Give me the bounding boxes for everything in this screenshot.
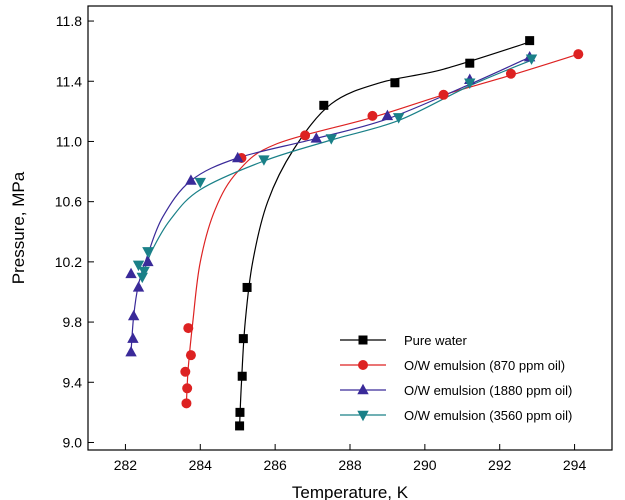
emulsion-1880-point — [232, 151, 244, 163]
legend-label-pure-water: Pure water — [404, 333, 468, 348]
emulsion-870-point — [505, 68, 516, 79]
y-axis-title: Pressure, MPa — [9, 171, 28, 284]
pure-water-point — [237, 371, 247, 381]
legend-label-emulsion-870: O/W emulsion (870 ppm oil) — [404, 358, 565, 373]
emulsion-870-point — [183, 323, 194, 334]
emulsion-1880-point — [185, 174, 197, 185]
emulsion-3560-point — [138, 266, 150, 278]
x-tick-label: 292 — [488, 457, 512, 473]
emulsion-870-point — [438, 89, 449, 100]
emulsion-870-point — [185, 350, 196, 361]
emulsion-3560-point — [258, 155, 270, 166]
pure-water-point — [319, 100, 329, 110]
emulsion-870-point — [180, 366, 191, 377]
y-tick-label: 9.4 — [63, 374, 83, 390]
emulsion-870-point — [300, 130, 311, 141]
emulsion-3560-fit-curve — [141, 59, 532, 278]
emulsion-3560-point — [525, 54, 538, 65]
emulsion-3560-point — [132, 260, 145, 272]
pure-water-point — [242, 282, 252, 292]
pure-water-point — [238, 334, 248, 344]
emulsion-1880-fit-curve — [130, 56, 530, 353]
x-tick-label: 284 — [189, 457, 213, 473]
y-tick-label: 10.6 — [55, 194, 82, 210]
x-tick-label: 290 — [413, 457, 437, 473]
legend-label-emulsion-1880: O/W emulsion (1880 ppm oil) — [404, 383, 572, 398]
pure-water-fit-curve — [239, 41, 530, 426]
emulsion-1880-point — [381, 109, 394, 121]
emulsion-3560-point — [325, 134, 337, 145]
emulsion-3560-point — [464, 78, 476, 89]
legend-label-emulsion-3560: O/W emulsion (3560 ppm oil) — [404, 408, 572, 423]
legend-marker-emulsion-1880 — [357, 383, 369, 395]
emulsion-1880-point — [125, 345, 137, 357]
emulsion-3560-point — [392, 113, 405, 124]
emulsion-870-point — [573, 49, 584, 60]
emulsion-1880-point — [125, 267, 137, 279]
legend-marker-pure-water — [358, 335, 368, 345]
pure-water-point — [235, 421, 245, 431]
y-tick-label: 9.0 — [63, 434, 83, 450]
emulsion-1880-point — [310, 132, 323, 143]
emulsion-1880-point — [132, 281, 145, 292]
y-tick-label: 11.4 — [56, 73, 82, 89]
emulsion-1880-point — [127, 309, 140, 321]
emulsion-3560-point — [136, 272, 148, 284]
emulsion-870-point — [181, 398, 192, 409]
emulsion-870-fit-curve — [185, 53, 579, 404]
x-tick-label: 282 — [114, 457, 138, 473]
y-tick-label: 10.2 — [55, 254, 82, 270]
emulsion-870-point — [367, 110, 378, 121]
legend-marker-emulsion-870 — [358, 360, 368, 370]
emulsion-1880-point — [127, 332, 139, 343]
legend-marker-emulsion-3560 — [357, 410, 369, 422]
y-tick-label: 11.8 — [56, 13, 82, 29]
y-tick-label: 11.0 — [56, 133, 82, 149]
emulsion-3560-point — [142, 247, 154, 258]
emulsion-3560-point — [194, 177, 206, 189]
pure-water-point — [525, 36, 535, 46]
pure-water-point — [235, 407, 245, 417]
legend: Pure water O/W emulsion (870 ppm oil) O/W … — [340, 333, 572, 423]
x-axis-title: Temperature, K — [292, 483, 409, 500]
emulsion-1880-point — [142, 255, 154, 267]
x-tick-label: 288 — [338, 457, 362, 473]
x-tick-label: 286 — [263, 457, 287, 473]
pure-water-point — [390, 78, 400, 88]
pure-water-point — [465, 58, 475, 68]
axis-ticks: 282 284 286 288 290 292 294 9.0 9.4 9.8 10.2 10.6 11… — [55, 13, 587, 473]
emulsion-870-point — [182, 383, 193, 394]
y-tick-label: 9.8 — [63, 314, 83, 330]
data-markers — [125, 36, 584, 431]
x-tick-label: 294 — [563, 457, 587, 473]
